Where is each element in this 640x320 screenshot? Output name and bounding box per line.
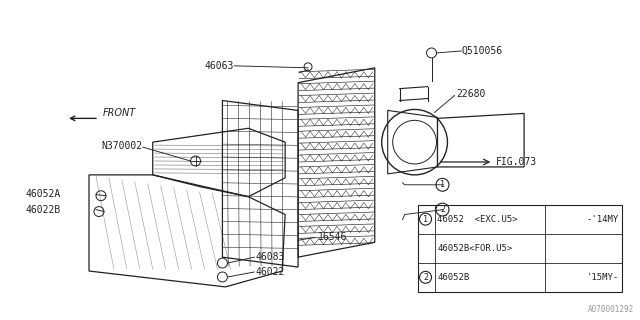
Text: 46083: 46083 xyxy=(255,252,285,262)
Text: 46022B: 46022B xyxy=(26,204,61,215)
Text: 46052B<FOR.U5>: 46052B<FOR.U5> xyxy=(438,244,513,253)
Text: 1: 1 xyxy=(440,180,445,189)
Text: 22680: 22680 xyxy=(456,89,486,99)
Text: 46052A: 46052A xyxy=(26,189,61,199)
Text: 46022: 46022 xyxy=(255,267,285,277)
Text: 46052  <EXC.U5>: 46052 <EXC.U5> xyxy=(438,215,518,224)
Text: 16546: 16546 xyxy=(318,232,348,242)
Text: A070001292: A070001292 xyxy=(588,305,634,314)
Text: 2: 2 xyxy=(423,273,428,282)
Bar xyxy=(417,204,621,292)
Text: -'14MY: -'14MY xyxy=(586,215,619,224)
Text: FRONT: FRONT xyxy=(103,108,136,118)
Text: FIG.073: FIG.073 xyxy=(496,157,538,167)
Text: 1: 1 xyxy=(423,215,428,224)
Text: N370002: N370002 xyxy=(102,141,143,151)
Text: Q510056: Q510056 xyxy=(461,46,502,56)
Text: 46063: 46063 xyxy=(205,61,234,71)
Text: 46052B: 46052B xyxy=(438,273,470,282)
Text: '15MY-: '15MY- xyxy=(586,273,619,282)
Text: 2: 2 xyxy=(440,205,445,214)
